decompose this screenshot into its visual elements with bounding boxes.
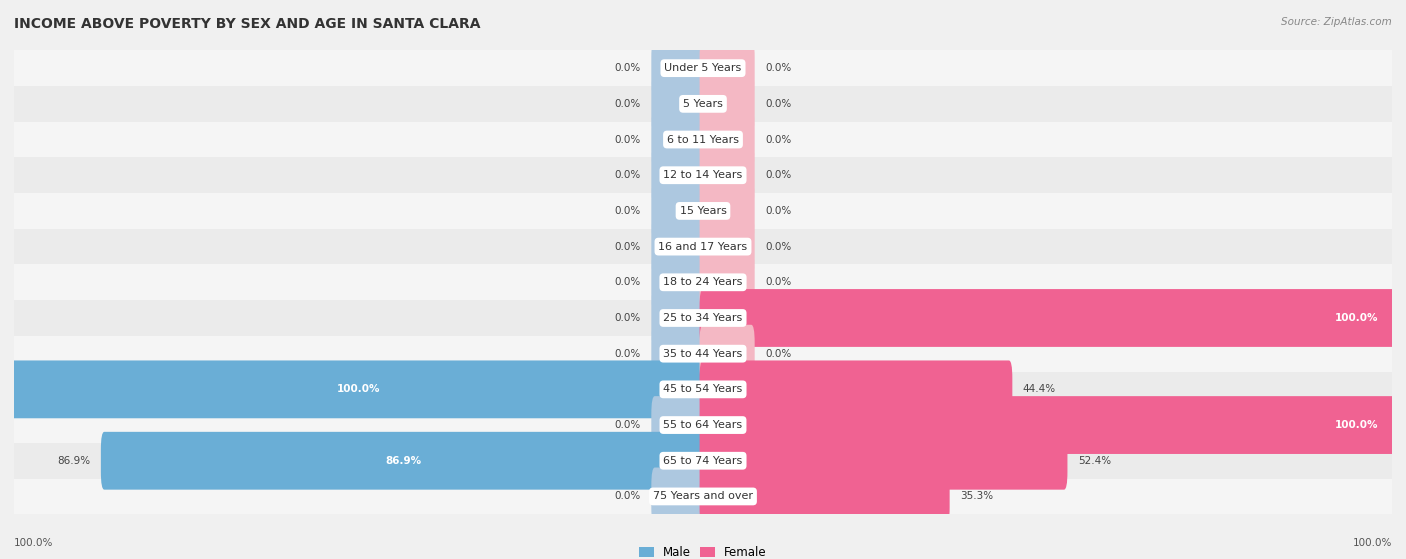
Text: Source: ZipAtlas.com: Source: ZipAtlas.com	[1281, 17, 1392, 27]
FancyBboxPatch shape	[651, 467, 706, 525]
FancyBboxPatch shape	[700, 111, 755, 168]
FancyBboxPatch shape	[651, 75, 706, 132]
Text: 0.0%: 0.0%	[614, 99, 641, 109]
FancyBboxPatch shape	[651, 289, 706, 347]
Text: 0.0%: 0.0%	[765, 63, 792, 73]
Text: 45 to 54 Years: 45 to 54 Years	[664, 385, 742, 394]
Text: 35.3%: 35.3%	[960, 491, 993, 501]
Legend: Male, Female: Male, Female	[634, 542, 772, 559]
Text: 0.0%: 0.0%	[614, 313, 641, 323]
FancyBboxPatch shape	[700, 253, 755, 311]
Text: 0.0%: 0.0%	[614, 349, 641, 359]
Text: 65 to 74 Years: 65 to 74 Years	[664, 456, 742, 466]
Text: 100.0%: 100.0%	[337, 385, 380, 394]
Text: 0.0%: 0.0%	[765, 170, 792, 180]
FancyBboxPatch shape	[101, 432, 706, 490]
Bar	[14, 372, 1392, 407]
FancyBboxPatch shape	[700, 182, 755, 240]
Text: 0.0%: 0.0%	[765, 277, 792, 287]
FancyBboxPatch shape	[651, 182, 706, 240]
FancyBboxPatch shape	[651, 146, 706, 204]
Text: 100.0%: 100.0%	[14, 538, 53, 548]
FancyBboxPatch shape	[700, 289, 1395, 347]
Text: 0.0%: 0.0%	[765, 349, 792, 359]
Text: 0.0%: 0.0%	[765, 206, 792, 216]
Text: 100.0%: 100.0%	[1334, 420, 1378, 430]
Bar	[14, 86, 1392, 122]
Text: 18 to 24 Years: 18 to 24 Years	[664, 277, 742, 287]
Text: 100.0%: 100.0%	[1334, 313, 1378, 323]
Text: 0.0%: 0.0%	[765, 99, 792, 109]
Text: 5 Years: 5 Years	[683, 99, 723, 109]
Text: 16 and 17 Years: 16 and 17 Years	[658, 241, 748, 252]
Text: 44.4%: 44.4%	[1022, 385, 1056, 394]
FancyBboxPatch shape	[700, 39, 755, 97]
Text: 100.0%: 100.0%	[1353, 538, 1392, 548]
Text: 12 to 14 Years: 12 to 14 Years	[664, 170, 742, 180]
Text: 86.9%: 86.9%	[58, 456, 90, 466]
Bar	[14, 479, 1392, 514]
FancyBboxPatch shape	[651, 325, 706, 382]
Text: 75 Years and over: 75 Years and over	[652, 491, 754, 501]
FancyBboxPatch shape	[651, 253, 706, 311]
Bar	[14, 122, 1392, 158]
Bar	[14, 300, 1392, 336]
FancyBboxPatch shape	[700, 396, 1395, 454]
FancyBboxPatch shape	[651, 396, 706, 454]
FancyBboxPatch shape	[700, 361, 1012, 418]
Text: 35 to 44 Years: 35 to 44 Years	[664, 349, 742, 359]
FancyBboxPatch shape	[700, 75, 755, 132]
Text: 0.0%: 0.0%	[614, 241, 641, 252]
Text: 6 to 11 Years: 6 to 11 Years	[666, 135, 740, 145]
Text: INCOME ABOVE POVERTY BY SEX AND AGE IN SANTA CLARA: INCOME ABOVE POVERTY BY SEX AND AGE IN S…	[14, 17, 481, 31]
Bar	[14, 407, 1392, 443]
Bar	[14, 50, 1392, 86]
FancyBboxPatch shape	[11, 361, 706, 418]
Text: 86.9%: 86.9%	[385, 456, 422, 466]
FancyBboxPatch shape	[700, 217, 755, 276]
Text: 15 Years: 15 Years	[679, 206, 727, 216]
Bar	[14, 193, 1392, 229]
Text: 0.0%: 0.0%	[765, 135, 792, 145]
Text: 25 to 34 Years: 25 to 34 Years	[664, 313, 742, 323]
FancyBboxPatch shape	[700, 467, 949, 525]
FancyBboxPatch shape	[651, 217, 706, 276]
Text: 0.0%: 0.0%	[614, 277, 641, 287]
Text: 0.0%: 0.0%	[614, 491, 641, 501]
Text: 0.0%: 0.0%	[614, 63, 641, 73]
Text: 0.0%: 0.0%	[614, 170, 641, 180]
Text: 0.0%: 0.0%	[765, 241, 792, 252]
Text: Under 5 Years: Under 5 Years	[665, 63, 741, 73]
FancyBboxPatch shape	[651, 111, 706, 168]
Bar	[14, 158, 1392, 193]
Text: 55 to 64 Years: 55 to 64 Years	[664, 420, 742, 430]
FancyBboxPatch shape	[700, 146, 755, 204]
Bar	[14, 443, 1392, 479]
FancyBboxPatch shape	[700, 325, 755, 382]
Text: 0.0%: 0.0%	[614, 206, 641, 216]
Text: 0.0%: 0.0%	[614, 420, 641, 430]
Text: 0.0%: 0.0%	[614, 135, 641, 145]
FancyBboxPatch shape	[651, 39, 706, 97]
Bar	[14, 229, 1392, 264]
Bar	[14, 336, 1392, 372]
Text: 52.4%: 52.4%	[1078, 456, 1111, 466]
Bar	[14, 264, 1392, 300]
FancyBboxPatch shape	[700, 432, 1067, 490]
